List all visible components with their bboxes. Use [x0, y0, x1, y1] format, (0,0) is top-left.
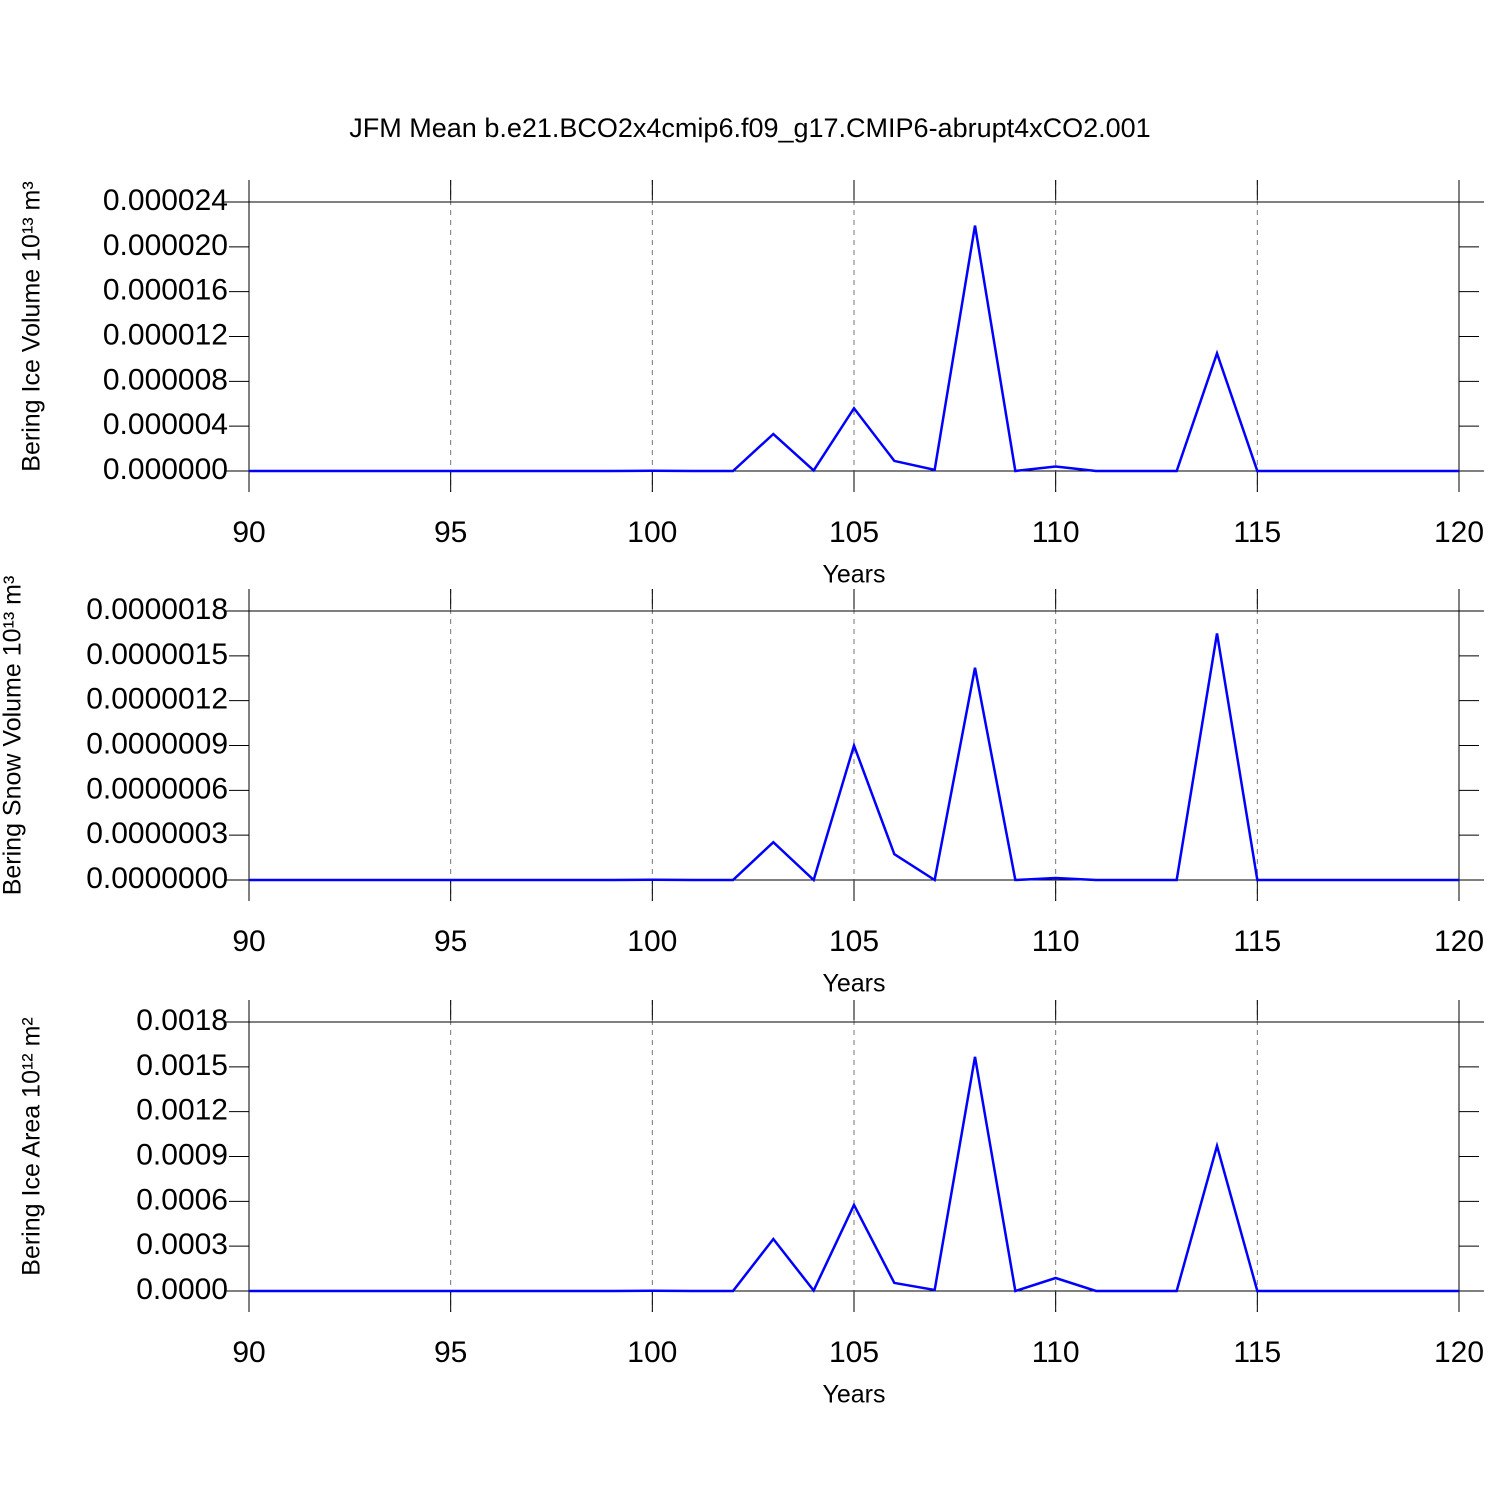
y-tick-label: 0.0000003 [86, 817, 228, 850]
x-axis-label: Years [822, 561, 885, 589]
y-axis-label: Bering Ice Volume 10¹³ m³ [18, 181, 46, 471]
y-tick-label: 0.000012 [103, 318, 228, 351]
x-tick-label: 105 [829, 925, 879, 958]
y-axis-label: Bering Ice Area 10¹² m² [18, 1017, 46, 1275]
y-axis-label: Bering Snow Volume 10¹³ m³ [0, 576, 27, 896]
figure-title: JFM Mean b.e21.BCO2x4cmip6.f09_g17.CMIP6… [349, 113, 1150, 143]
x-axis-label: Years [822, 1381, 885, 1409]
data-line [249, 1056, 1459, 1293]
y-tick-label: 0.000000 [103, 453, 228, 486]
x-tick-label: 105 [829, 516, 879, 549]
y-tick-label: 0.0003 [136, 1228, 228, 1261]
x-tick-label: 110 [1032, 516, 1080, 549]
x-tick-label: 95 [434, 516, 467, 549]
data-line [249, 225, 1459, 473]
x-tick-label: 110 [1032, 1336, 1080, 1369]
x-tick-label: 100 [627, 516, 677, 549]
x-tick-label: 110 [1032, 925, 1080, 958]
x-tick-label: 90 [232, 1336, 265, 1369]
x-tick-label: 120 [1434, 925, 1484, 958]
y-tick-label: 0.0000015 [86, 638, 228, 671]
x-tick-label: 100 [627, 925, 677, 958]
y-tick-label: 0.0018 [136, 1004, 228, 1037]
y-tick-label: 0.0006 [136, 1183, 228, 1216]
y-tick-label: 0.0000009 [86, 727, 228, 760]
x-tick-label: 95 [434, 925, 467, 958]
x-axis-label: Years [822, 970, 885, 998]
y-tick-label: 0.000004 [103, 408, 228, 441]
x-tick-label: 120 [1434, 516, 1484, 549]
y-tick-label: 0.0000012 [86, 683, 228, 716]
x-tick-label: 115 [1233, 516, 1281, 549]
y-tick-label: 0.0000018 [86, 593, 228, 626]
y-tick-label: 0.000020 [103, 229, 228, 262]
y-tick-label: 0.000024 [103, 184, 228, 217]
y-tick-label: 0.000016 [103, 274, 228, 307]
x-tick-label: 115 [1233, 925, 1281, 958]
y-tick-label: 0.0000000 [86, 862, 228, 895]
y-tick-label: 0.0000006 [86, 772, 228, 805]
x-tick-label: 100 [627, 1336, 677, 1369]
x-tick-label: 90 [232, 925, 265, 958]
x-tick-label: 115 [1233, 1336, 1281, 1369]
x-tick-label: 95 [434, 1336, 467, 1369]
y-tick-label: 0.0012 [136, 1094, 228, 1127]
data-line [249, 633, 1459, 883]
x-tick-label: 120 [1434, 1336, 1484, 1369]
y-tick-label: 0.0015 [136, 1049, 228, 1082]
x-tick-label: 105 [829, 1336, 879, 1369]
y-tick-label: 0.0009 [136, 1138, 228, 1171]
y-tick-label: 0.0000 [136, 1273, 228, 1306]
y-tick-label: 0.000008 [103, 363, 228, 396]
x-tick-label: 90 [232, 516, 265, 549]
